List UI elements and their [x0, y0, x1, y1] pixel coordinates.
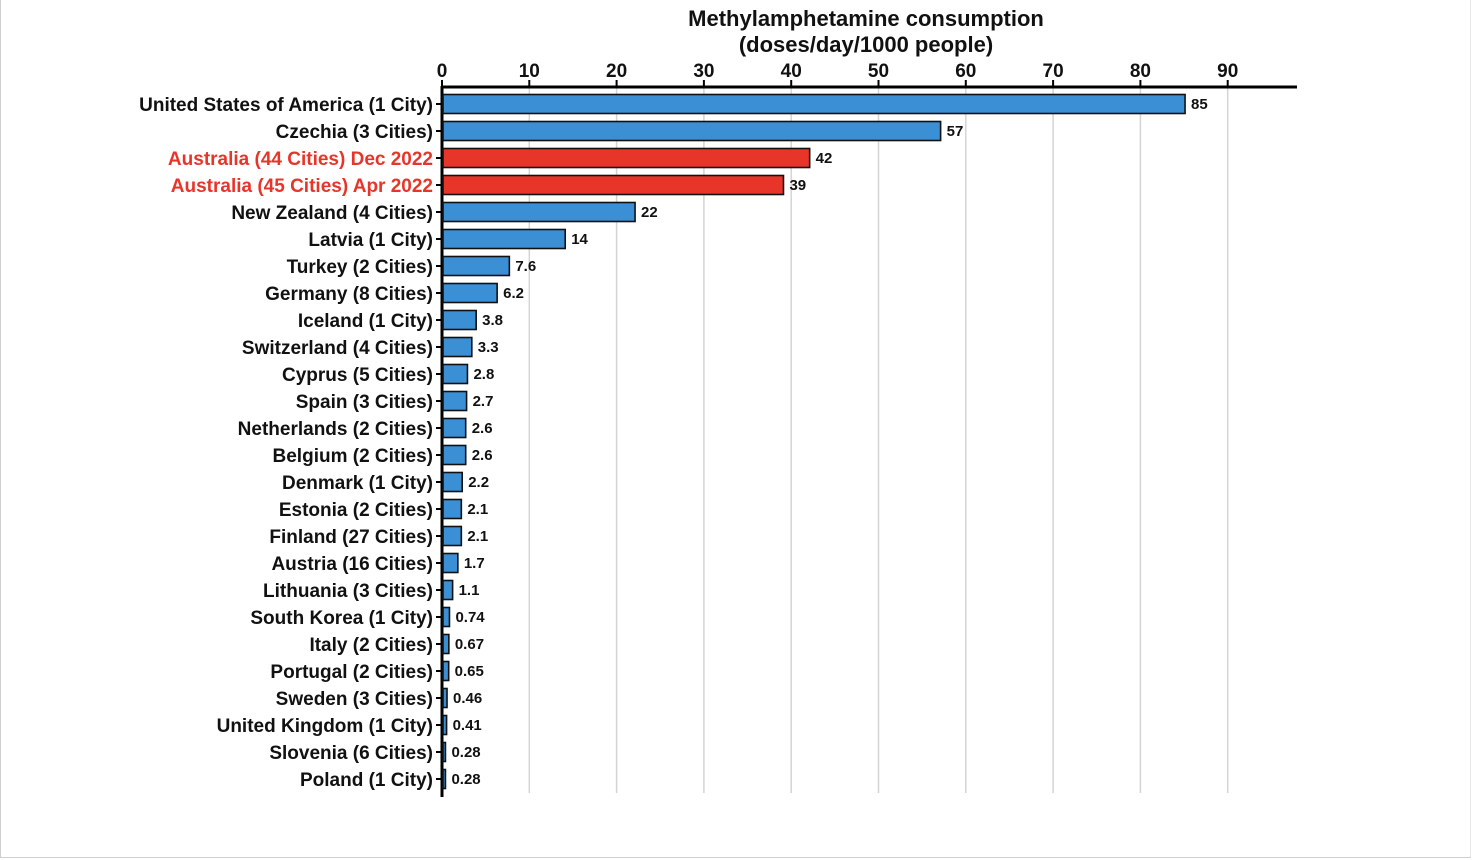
value-label: 22 — [641, 204, 658, 221]
category-label: Sweden (3 Cities) — [276, 689, 433, 710]
bar-9 — [442, 336, 473, 358]
bar-5 — [442, 228, 567, 250]
value-label: 42 — [816, 150, 833, 167]
category-label: Latvia (1 City) — [308, 230, 433, 251]
value-label: 2.6 — [472, 420, 493, 437]
value-label: 0.28 — [451, 744, 480, 761]
bar-12 — [442, 417, 467, 439]
category-label: Lithuania (3 Cities) — [263, 581, 433, 602]
category-label: United Kingdom (1 City) — [217, 716, 433, 737]
category-label: Germany (8 Cities) — [265, 284, 433, 305]
x-tick-label-80: 80 — [1130, 61, 1151, 82]
bar-4 — [442, 201, 636, 223]
value-label: 3.8 — [482, 312, 503, 329]
value-label: 57 — [947, 123, 964, 140]
x-tick-label-90: 90 — [1217, 61, 1238, 82]
value-label: 39 — [789, 177, 806, 194]
x-tick-label-0: 0 — [437, 61, 448, 82]
bar-25 — [442, 768, 447, 790]
bar-15 — [442, 498, 463, 520]
value-label: 2.2 — [468, 474, 489, 491]
category-label: Portugal (2 Cities) — [270, 662, 433, 683]
bar-6 — [442, 255, 511, 277]
value-label: 2.1 — [467, 528, 488, 545]
category-label: Denmark (1 City) — [282, 473, 433, 494]
value-label: 0.65 — [455, 663, 484, 680]
category-label: South Korea (1 City) — [250, 608, 433, 629]
category-label: Netherlands (2 Cities) — [238, 419, 433, 440]
value-label: 0.41 — [453, 717, 482, 734]
bar-20 — [442, 633, 450, 655]
category-label: Spain (3 Cities) — [296, 392, 433, 413]
value-label: 14 — [571, 231, 588, 248]
bar-10 — [442, 363, 469, 385]
value-label: 2.6 — [472, 447, 493, 464]
bar-2 — [442, 147, 811, 169]
bar-18 — [442, 579, 454, 601]
bar-24 — [442, 741, 447, 763]
bar-19 — [442, 606, 451, 628]
value-label: 2.7 — [473, 393, 494, 410]
category-label: Switzerland (4 Cities) — [242, 338, 433, 359]
value-label: 1.7 — [464, 555, 485, 572]
value-label: 1.1 — [459, 582, 480, 599]
chart-title-line-1: Methylamphetamine consumption — [688, 6, 1044, 31]
bar-8 — [442, 309, 477, 331]
x-tick-label-40: 40 — [781, 61, 802, 82]
category-label: Italy (2 Cities) — [309, 635, 433, 656]
x-tick-label-30: 30 — [693, 61, 714, 82]
x-tick-label-50: 50 — [868, 61, 889, 82]
category-label: Australia (44 Cities) Dec 2022 — [168, 149, 433, 170]
value-label: 2.1 — [467, 501, 488, 518]
category-label: Czechia (3 Cities) — [276, 122, 433, 143]
category-label: United States of America (1 City) — [139, 95, 433, 116]
bar-1 — [442, 120, 942, 142]
bar-21 — [442, 660, 450, 682]
category-label: Australia (45 Cities) Apr 2022 — [171, 176, 433, 197]
category-label: Iceland (1 City) — [298, 311, 433, 332]
bar-16 — [442, 525, 463, 547]
category-label: Belgium (2 Cities) — [273, 446, 433, 467]
bar-14 — [442, 471, 464, 493]
bar-17 — [442, 552, 459, 574]
value-label: 6.2 — [503, 285, 524, 302]
category-label: New Zealand (4 Cities) — [231, 203, 433, 224]
value-label: 0.74 — [455, 609, 485, 626]
category-label: Finland (27 Cities) — [269, 527, 433, 548]
category-label: Cyprus (5 Cities) — [282, 365, 433, 386]
bar-22 — [442, 687, 448, 709]
category-label: Slovenia (6 Cities) — [269, 743, 433, 764]
bar-0 — [442, 93, 1186, 115]
value-label: 2.8 — [473, 366, 494, 383]
value-label: 3.3 — [478, 339, 499, 356]
category-label: Estonia (2 Cities) — [279, 500, 433, 521]
value-label: 0.67 — [455, 636, 484, 653]
chart-title-line-2: (doses/day/1000 people) — [739, 32, 993, 57]
bar-23 — [442, 714, 448, 736]
x-tick-label-70: 70 — [1043, 61, 1064, 82]
x-tick-label-60: 60 — [955, 61, 976, 82]
value-label: 7.6 — [515, 258, 536, 275]
category-label: Poland (1 City) — [300, 770, 433, 791]
category-label: Austria (16 Cities) — [271, 554, 433, 575]
bar-11 — [442, 390, 468, 412]
value-label: 0.28 — [451, 771, 480, 788]
bar-7 — [442, 282, 498, 304]
x-tick-label-20: 20 — [606, 61, 627, 82]
value-label: 0.46 — [453, 690, 482, 707]
bar-13 — [442, 444, 467, 466]
category-label: Turkey (2 Cities) — [287, 257, 433, 278]
value-label: 85 — [1191, 96, 1208, 113]
x-tick-label-10: 10 — [519, 61, 540, 82]
bar-3 — [442, 174, 785, 196]
